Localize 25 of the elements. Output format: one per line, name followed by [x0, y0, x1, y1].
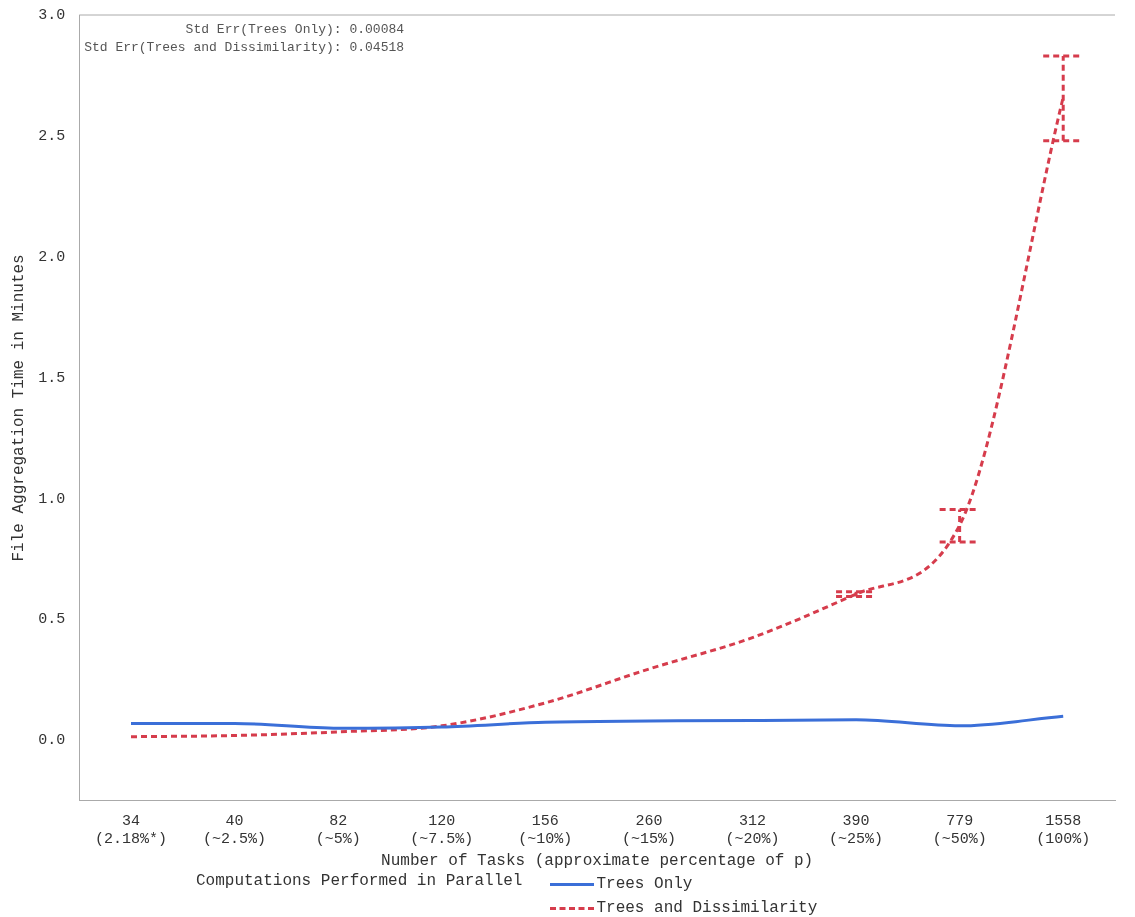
legend-title: Computations Performed in Parallel: [196, 872, 523, 892]
annotation: Std Err(Trees and Dissimilarity): 0.04518: [84, 39, 405, 55]
x-axis-title: Number of Tasks (approximate percentage of p): [381, 851, 814, 870]
x-tick-label: 40 (~2.5%): [203, 812, 267, 848]
line-series: [129, 714, 1065, 730]
x-tick-label: 779 (~50%): [932, 812, 987, 848]
x-tick-label: 312 (~20%): [725, 812, 780, 848]
x-tick-label: 390 (~25%): [829, 812, 884, 848]
y-tick-label: 0.5: [38, 611, 66, 629]
x-tick-label: 82 (~5%): [315, 812, 361, 848]
x-tick-label: 260 (~15%): [621, 812, 676, 848]
legend-label: Trees and Dissimilarity: [596, 899, 818, 917]
y-tick-label: 2.5: [38, 127, 66, 145]
x-tick-label: 120 (~7.5%): [410, 812, 474, 848]
x-tick-label: 1558 (100%): [1036, 812, 1091, 848]
y-tick-label: 0.0: [38, 732, 66, 750]
x-tick-label: 156 (~10%): [518, 812, 573, 848]
y-tick-label: 1.0: [38, 490, 66, 508]
annotation: Std Err(Trees Only): 0.00084: [185, 21, 405, 37]
x-tick-label: 34 (2.18%*): [94, 812, 167, 848]
y-tick-label: 3.0: [38, 6, 66, 24]
y-tick-label: 2.0: [38, 248, 66, 266]
legend-label: Trees Only: [596, 875, 693, 893]
y-axis-title: File Aggregation Time in Minutes: [9, 254, 28, 562]
y-tick-label: 1.5: [38, 369, 66, 387]
